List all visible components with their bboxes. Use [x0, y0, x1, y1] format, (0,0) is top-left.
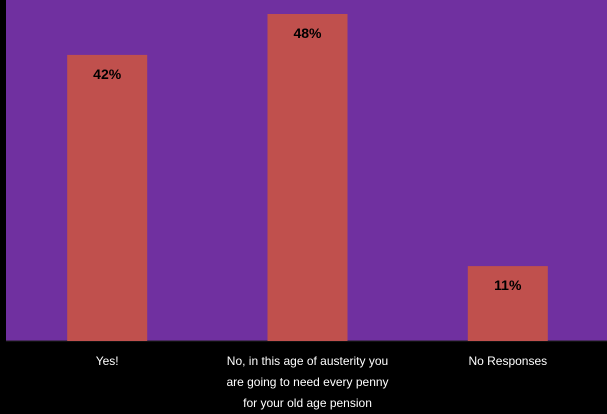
category-label-line: Yes! [96, 354, 119, 368]
category-label: Yes! [96, 354, 119, 368]
bar [467, 266, 548, 341]
data-label: 48% [293, 25, 322, 41]
category-label: No Responses [468, 354, 547, 368]
category-label-line: are going to need every penny [226, 375, 388, 389]
data-label: 11% [494, 277, 522, 293]
category-label-line: No Responses [468, 354, 547, 368]
bar [267, 14, 348, 341]
bar [67, 54, 148, 342]
category-label: No, in this age of austerity you are goin… [226, 354, 388, 410]
category-label-line: No, in this age of austerity you [227, 354, 388, 368]
category-label-line: for your old age pension [243, 396, 372, 410]
data-label: 42% [93, 66, 122, 82]
